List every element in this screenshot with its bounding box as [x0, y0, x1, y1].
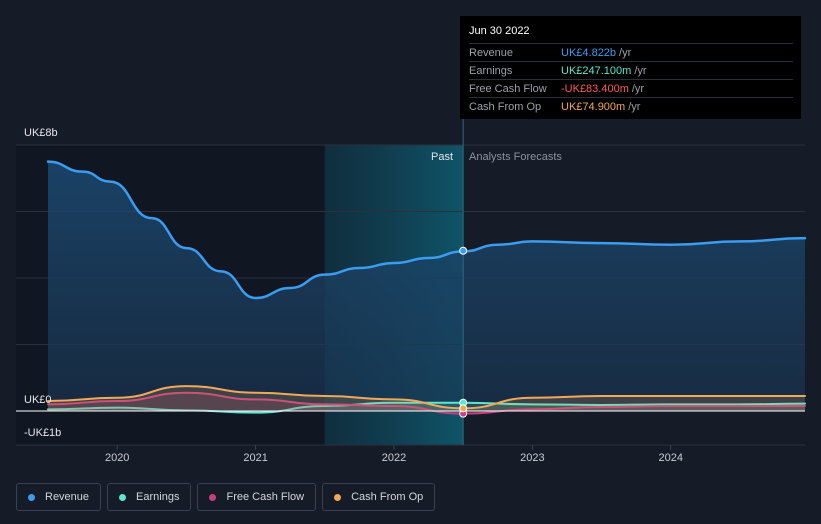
- tooltip-value: -UK£83.400m: [561, 82, 629, 95]
- x-axis-ticks: 2020 2021 2022 2023 2024: [105, 445, 683, 464]
- tooltip-date: Jun 30 2022: [469, 25, 530, 37]
- legend-label: Revenue: [45, 491, 90, 503]
- x-tick-label: 2022: [382, 452, 406, 464]
- legend-label: Cash From Op: [351, 491, 424, 503]
- highlight-point: [459, 246, 468, 255]
- past-label: Past: [431, 151, 453, 163]
- legend-label: Free Cash Flow: [226, 491, 305, 503]
- legend-dot-icon: [28, 493, 35, 501]
- series-lines: [46, 160, 807, 415]
- series-line: [47, 391, 806, 415]
- y-label-top: UK£8b: [24, 127, 58, 139]
- legend-item-free-cash-flow[interactable]: Free Cash Flow: [197, 483, 317, 511]
- x-tick-label: 2020: [105, 452, 129, 464]
- tooltip-label: Earnings: [469, 64, 513, 77]
- legend-dot-icon: [119, 493, 127, 501]
- legend: Revenue Earnings Free Cash Flow Cash Fro…: [16, 483, 436, 511]
- legend-item-revenue[interactable]: Revenue: [16, 483, 102, 511]
- tooltip-label: Revenue: [469, 46, 514, 59]
- tooltip-label: Cash From Op: [469, 100, 542, 113]
- x-tick-label: 2024: [659, 452, 683, 464]
- tooltip-unit: /yr: [634, 64, 647, 77]
- x-tick-label: 2021: [243, 452, 267, 464]
- tooltip: Jun 30 2022 Revenue UK£4.822b /yr Earnin…: [460, 16, 801, 119]
- series-line: [47, 385, 806, 410]
- y-label-zero: UK£0: [24, 394, 52, 406]
- y-label-bottom: -UK£1b: [24, 427, 61, 439]
- highlight-point: [459, 404, 468, 413]
- tooltip-unit: /yr: [628, 100, 641, 113]
- revenue-area: [48, 161, 805, 411]
- forecast-label: Analysts Forecasts: [469, 151, 562, 163]
- x-tick-label: 2023: [520, 452, 544, 464]
- tooltip-value: UK£74.900m: [561, 100, 626, 113]
- tooltip-unit: /yr: [619, 46, 632, 59]
- series-line: [47, 401, 806, 414]
- tooltip-row-earnings: Earnings UK£247.100m /yr: [469, 61, 793, 79]
- legend-item-earnings[interactable]: Earnings: [107, 483, 192, 511]
- tooltip-label: Free Cash Flow: [469, 82, 547, 95]
- tooltip-value: UK£4.822b: [561, 46, 617, 59]
- tooltip-row-cash-from-op: Cash From Op UK£74.900m /yr: [469, 97, 793, 115]
- tooltip-row-revenue: Revenue UK£4.822b /yr: [469, 43, 793, 61]
- series-line: [46, 160, 807, 300]
- legend-label: Earnings: [136, 491, 180, 503]
- legend-dot-icon: [334, 493, 342, 501]
- tooltip-value: UK£247.100m: [561, 64, 632, 77]
- legend-dot-icon: [209, 493, 217, 501]
- series-area: [48, 392, 805, 414]
- highlight-points: [459, 246, 468, 418]
- tooltip-unit: /yr: [631, 82, 645, 95]
- legend-item-cash-from-op[interactable]: Cash From Op: [322, 483, 436, 511]
- tooltip-row-free-cash-flow: Free Cash Flow -UK£83.400m /yr: [469, 79, 793, 97]
